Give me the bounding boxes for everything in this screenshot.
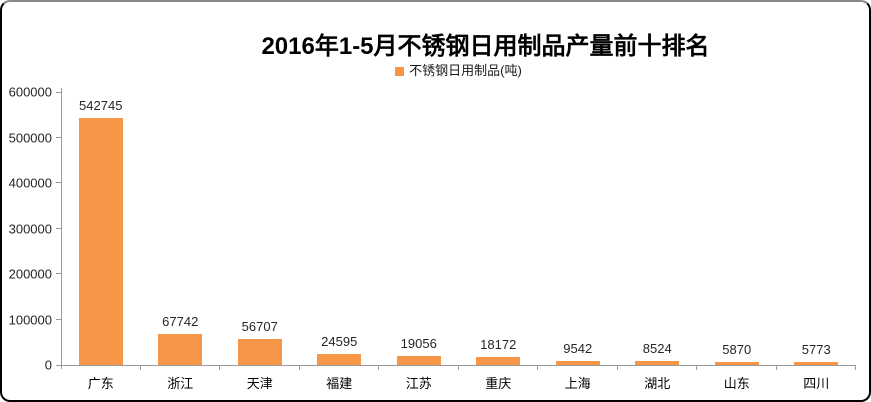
- bar-value-label: 5870: [722, 342, 752, 358]
- bar-column: 5870 山东: [697, 92, 777, 391]
- x-tick-mark: [298, 365, 300, 370]
- y-tick-label: 0: [44, 357, 52, 373]
- x-tick-mark: [457, 365, 459, 370]
- bar-column: 24595 福建: [300, 92, 379, 391]
- bar: [237, 339, 282, 365]
- bar-value-label: 9542: [563, 340, 593, 356]
- x-axis-label: 重庆: [485, 376, 512, 391]
- x-tick-mark: [696, 365, 697, 370]
- y-tick-label: 200000: [8, 266, 52, 282]
- bar-value-label: 18172: [480, 336, 517, 352]
- x-axis-label: 福建: [326, 376, 353, 391]
- y-axis-line: [61, 88, 62, 369]
- y-axis-labels: 0 100000 200000 300000 400000 500000 600000: [2, 85, 52, 373]
- chart-title: 2016年1-5月不锈钢日用制品产量前十排名: [261, 33, 710, 60]
- bar-column: 56707 天津: [220, 92, 300, 391]
- x-axis-label: 湖北: [644, 376, 671, 391]
- bar-value-label: 67742: [162, 314, 199, 330]
- bar: [317, 353, 362, 365]
- bar: [714, 362, 759, 365]
- x-tick-mark: [378, 365, 379, 370]
- bar: [396, 356, 441, 365]
- x-axis-label: 四川: [803, 376, 830, 391]
- x-axis-label: 江苏: [405, 376, 432, 391]
- bar: [78, 118, 123, 365]
- y-tick-mark: [56, 136, 61, 138]
- bar-value-label: 24595: [321, 333, 358, 349]
- bar-value-label: 8524: [642, 341, 672, 357]
- bar-column: 8524 湖北: [618, 92, 697, 391]
- legend: 不锈钢日用制品(吨): [61, 63, 856, 79]
- x-tick-mark: [537, 365, 538, 370]
- bar-column: 9542 上海: [538, 92, 618, 391]
- y-tick-label: 600000: [8, 84, 52, 100]
- y-tick-mark: [56, 182, 61, 184]
- x-tick-mark: [616, 365, 618, 370]
- legend-label: 不锈钢日用制品(吨): [409, 63, 522, 78]
- bar: [635, 361, 680, 365]
- y-tick-label: 500000: [8, 130, 52, 145]
- bar-value-label: 5773: [801, 342, 831, 358]
- bar-column: 5773 四川: [777, 92, 856, 391]
- bar-column: 67742 浙江: [141, 92, 220, 391]
- y-tick-mark: [56, 228, 61, 229]
- y-tick-mark: [56, 91, 61, 93]
- bar-value-label: 542745: [79, 98, 123, 114]
- x-axis-label: 浙江: [167, 376, 194, 391]
- y-tick-mark: [56, 273, 61, 275]
- bar-value-label: 19056: [400, 336, 437, 352]
- y-tick-mark: [56, 319, 61, 320]
- legend-swatch-icon: [395, 66, 405, 76]
- bar-column: 542745 广东: [61, 92, 141, 391]
- bar: [158, 334, 203, 365]
- bar: [476, 356, 521, 365]
- bar: [794, 362, 839, 365]
- bar-column: 19056 江苏: [379, 92, 459, 391]
- x-axis-line: [56, 365, 856, 366]
- x-axis-label: 上海: [564, 376, 591, 391]
- x-axis-label: 天津: [246, 376, 273, 391]
- x-axis-label: 广东: [87, 376, 114, 391]
- y-tick-label: 300000: [8, 221, 52, 236]
- x-tick-mark: [219, 365, 220, 370]
- x-tick-mark: [855, 365, 856, 370]
- x-tick-mark: [139, 365, 141, 370]
- plot-columns: 542745 广东 67742 浙江 56707 天津 24595 福建 19056 江苏 1817…: [61, 92, 856, 391]
- y-tick-label: 400000: [8, 175, 52, 191]
- x-axis-label: 山东: [723, 376, 750, 391]
- bar: [555, 360, 600, 365]
- plot-area: 542745 广东 67742 浙江 56707 天津 24595 福建 19056 江苏 1817…: [61, 92, 856, 391]
- x-tick-mark: [775, 365, 777, 370]
- y-tick-label: 100000: [8, 312, 52, 327]
- bar-value-label: 56707: [241, 319, 278, 335]
- bar-column: 18172 重庆: [459, 92, 538, 391]
